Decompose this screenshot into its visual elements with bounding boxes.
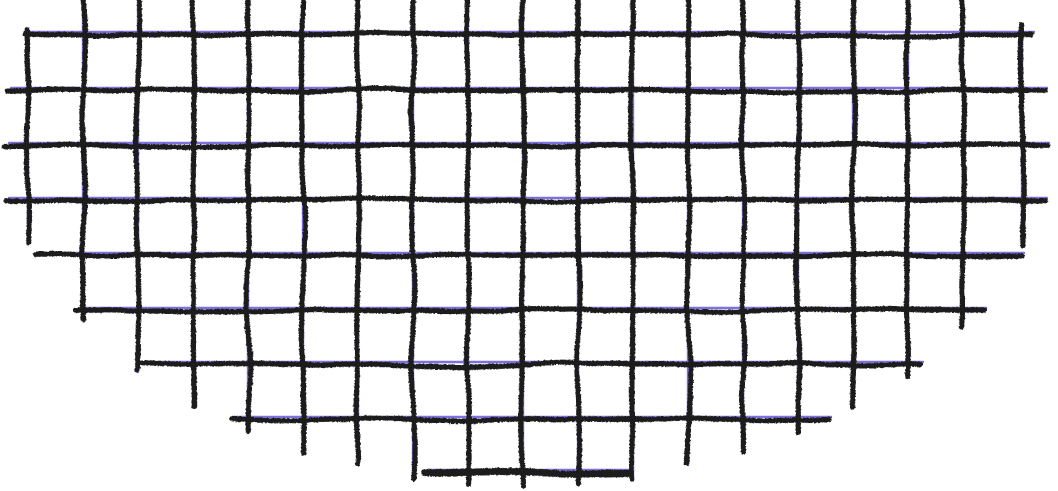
grid-vline-sketch [849,0,857,410]
grid-hline-sketch [139,360,924,369]
grid-hline-sketch [23,30,1035,39]
grid-hline-sketch [420,467,634,477]
grid-vline-sketch [1017,22,1026,248]
grid-vline-sketch [189,0,197,409]
grid-vline-sketch [573,0,582,486]
grid-vline-sketch [299,0,307,456]
grid-vline-sketch [24,27,32,246]
grid-vline-sketch [518,0,527,489]
grid-hline-sketch [2,141,1050,150]
grid-vline-sketch [739,0,747,455]
grid-vline-sketch [628,0,637,481]
grid-vline-sketch [464,0,472,487]
grid-vline-sketch [959,0,967,330]
grid-vline-sketch [134,0,143,375]
grid-vline-sketch [244,0,252,435]
grid-vline-sketch [903,0,911,380]
grid-vline-sketch [79,0,88,323]
grid-vline-sketch [685,0,693,468]
grid-hline-sketch [4,86,1048,95]
grid-vline-sketch [353,0,362,467]
grid-hline-sketch [73,306,987,315]
grid-vline-sketch [793,0,802,436]
grid-hline-sketch [32,251,1025,260]
grid-hline-sketch [228,416,832,424]
grid-vline-sketch [408,0,418,482]
grid-hline-sketch [2,196,1048,205]
